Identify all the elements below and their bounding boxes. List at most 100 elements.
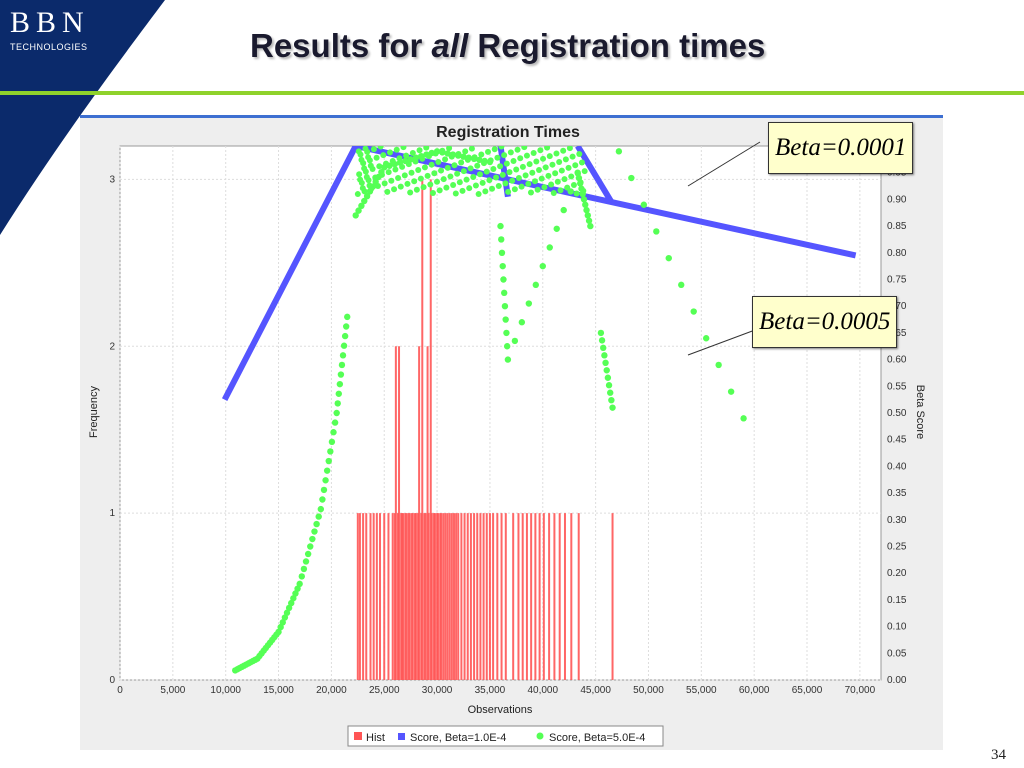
series-point-beta5: [367, 162, 374, 169]
series-point-beta5: [384, 188, 391, 195]
grid: [119, 146, 881, 681]
series-point-beta5: [357, 176, 364, 183]
series-point-beta5: [702, 335, 710, 342]
series-point-beta5: [587, 222, 594, 230]
series-point-beta5: [561, 176, 568, 183]
series-point-beta5: [548, 181, 555, 188]
series-point-beta5: [580, 196, 588, 203]
hist-bar: [424, 513, 427, 680]
series-point-beta5: [423, 146, 430, 151]
hist-bar: [473, 513, 476, 680]
series-point-beta5: [448, 153, 455, 160]
series-point-beta5: [607, 389, 614, 396]
series-point-beta5: [436, 187, 443, 194]
series-point-beta5: [482, 188, 489, 195]
legend-item-beta1: Score, Beta=1.0E-4: [410, 732, 506, 744]
hist-bar: [383, 513, 386, 680]
hist-bar: [437, 513, 440, 680]
hist-bar: [396, 513, 399, 680]
callout-beta-0005: Beta=0.0005: [752, 296, 898, 348]
hist-bar: [512, 513, 515, 680]
series-point-beta5: [584, 212, 592, 219]
page-number: 34: [991, 747, 1006, 763]
series-point-beta5: [609, 404, 616, 411]
series-point-beta5: [553, 225, 560, 232]
series-point-beta5: [366, 182, 373, 189]
series-point-beta5: [570, 181, 577, 188]
series-point-beta5: [653, 228, 660, 235]
series-point-beta5: [429, 189, 436, 196]
series-point-beta5: [451, 162, 458, 169]
series-point-beta5: [341, 332, 349, 340]
series-point-beta5: [432, 150, 439, 157]
series-point-beta5: [411, 178, 418, 185]
series-point-beta5: [288, 599, 295, 607]
series-point-beta5: [514, 146, 521, 153]
hist-bar: [521, 513, 524, 680]
series-point-beta5: [460, 168, 467, 175]
hist-bar: [485, 513, 488, 680]
x-tick-label: 25,000: [369, 685, 400, 696]
hist-bar: [525, 513, 528, 680]
series-point-beta5: [468, 146, 475, 152]
hist-bar: [463, 513, 466, 680]
series-point-beta5: [380, 152, 387, 159]
series-point-beta5: [459, 187, 466, 194]
series-point-beta5: [340, 342, 348, 349]
series-point-beta5: [370, 146, 377, 153]
series-point-beta5: [421, 164, 428, 171]
series-point-beta5: [420, 184, 427, 191]
legend-box: [347, 725, 664, 747]
series-point-beta5: [330, 429, 337, 436]
series-line-beta1: [221, 146, 857, 402]
x-tick-label: 45,000: [580, 685, 611, 696]
series-point-beta5: [294, 585, 301, 592]
hist-bar: [476, 513, 479, 680]
series-point-beta5: [401, 172, 408, 179]
y2-tick-label: 0.85: [887, 221, 907, 232]
series-point-beta5: [740, 415, 747, 422]
series-point-beta5: [605, 382, 613, 389]
chart-title: Registration Times: [436, 124, 580, 141]
series-point-beta5: [455, 151, 462, 158]
series-point-beta5: [546, 244, 553, 251]
hist-bar: [421, 179, 424, 680]
series-point-beta5: [323, 467, 331, 474]
series-point-beta5: [582, 201, 589, 208]
series-point-beta5: [569, 153, 576, 160]
series-point-beta5: [355, 148, 362, 155]
series-point-beta5: [415, 167, 422, 174]
series-point-beta5: [472, 182, 479, 189]
series-point-beta5: [456, 179, 463, 186]
hist-bar: [570, 513, 573, 680]
series-point-beta5: [416, 147, 423, 154]
series-point-beta5: [474, 162, 481, 169]
series-point-beta5: [597, 329, 605, 337]
hist-bar: [433, 513, 436, 680]
series-point-beta5: [395, 175, 402, 182]
series-point-beta5: [352, 212, 359, 219]
series-point-beta5: [539, 262, 546, 270]
series-point-beta5: [331, 419, 339, 426]
series-point-beta5: [583, 206, 590, 214]
series-point-beta5: [565, 164, 572, 171]
series-point-beta5: [615, 148, 623, 155]
hist-bar: [408, 513, 411, 680]
series-point-beta5: [533, 158, 540, 165]
hist-bar: [469, 513, 472, 680]
hist-bar: [558, 513, 561, 680]
series-point-beta5: [388, 177, 395, 184]
series-point-beta5: [298, 573, 305, 580]
hist-bar: [413, 513, 416, 680]
logo-subtitle: TECHNOLOGIES: [10, 42, 88, 52]
series-point-beta5: [494, 154, 501, 161]
series-point-beta5: [536, 167, 543, 174]
series-point-beta5: [466, 185, 473, 192]
x-tick-label: 10,000: [210, 685, 241, 696]
hist-bar: [407, 513, 410, 680]
series-point-beta5: [554, 178, 561, 185]
series-point-beta5: [498, 146, 505, 150]
series-point-beta5: [399, 163, 406, 170]
series-point-beta5: [354, 191, 361, 198]
